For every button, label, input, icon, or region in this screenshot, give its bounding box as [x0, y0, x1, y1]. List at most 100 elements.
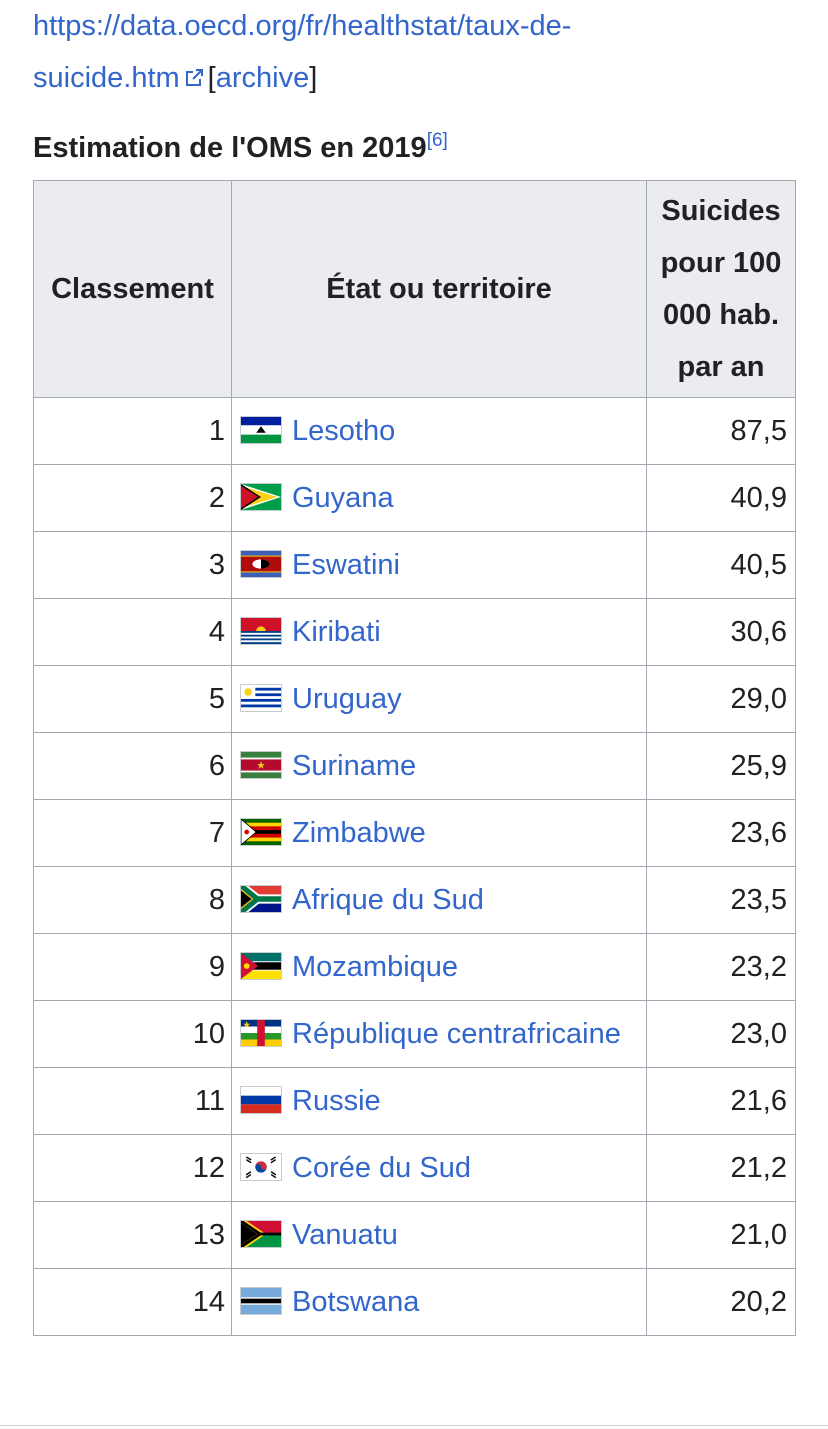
- rank-cell: 11: [33, 1067, 232, 1135]
- oecd-url-link[interactable]: https://data.oecd.org/fr/healthstat/taux…: [33, 10, 572, 42]
- rate-cell: 40,9: [646, 464, 796, 532]
- country-cell: République centrafricaine: [231, 1000, 647, 1068]
- country-link[interactable]: Mozambique: [292, 951, 459, 983]
- suriname-flag-icon[interactable]: [240, 751, 282, 780]
- rate-cell: 23,2: [646, 933, 796, 1001]
- table-row: 6 Suriname 25,9: [33, 732, 796, 800]
- country-cell: Eswatini: [231, 531, 647, 599]
- lesotho-flag-icon[interactable]: [240, 416, 282, 445]
- guyana-flag-icon[interactable]: [240, 483, 282, 512]
- country-link[interactable]: Botswana: [292, 1286, 420, 1318]
- rank-cell: 6: [33, 732, 232, 800]
- country-cell: Botswana: [231, 1268, 647, 1336]
- rank-cell: 4: [33, 598, 232, 666]
- country-link[interactable]: Guyana: [292, 482, 394, 514]
- country-link[interactable]: Vanuatu: [292, 1219, 398, 1251]
- page-bottom-divider: [0, 1425, 828, 1426]
- rate-cell: 29,0: [646, 665, 796, 733]
- country-link[interactable]: Kiribati: [292, 616, 381, 648]
- table-row: 10 République centrafricaine 23,0: [33, 1000, 796, 1068]
- south-korea-flag-icon[interactable]: [240, 1153, 282, 1182]
- country-link[interactable]: Afrique du Sud: [292, 884, 484, 916]
- country-cell: Suriname: [231, 732, 647, 800]
- country-link[interactable]: Lesotho: [292, 415, 396, 447]
- country-cell: Afrique du Sud: [231, 866, 647, 934]
- rank-cell: 7: [33, 799, 232, 867]
- botswana-flag-icon[interactable]: [240, 1287, 282, 1316]
- eswatini-flag-icon[interactable]: [240, 550, 282, 579]
- country-link[interactable]: Uruguay: [292, 683, 402, 715]
- rank-cell: 1: [33, 397, 232, 465]
- table-row: 14 Botswana 20,2: [33, 1268, 796, 1336]
- country-link[interactable]: Corée du Sud: [292, 1152, 471, 1184]
- oecd-url-link-continued[interactable]: suicide.htm: [33, 62, 180, 94]
- country-cell: Corée du Sud: [231, 1134, 647, 1202]
- rank-cell: 8: [33, 866, 232, 934]
- citation-link[interactable]: [6]: [426, 130, 448, 151]
- header-country[interactable]: État ou territoire: [231, 180, 647, 398]
- country-link[interactable]: République centrafricaine: [292, 1018, 621, 1050]
- country-cell: Vanuatu: [231, 1201, 647, 1269]
- table-row: 8 Afrique du Sud 23,5: [33, 866, 796, 934]
- suicide-rate-table: Classement État ou territoire Suicides p…: [33, 180, 796, 1336]
- header-rank[interactable]: Classement: [33, 180, 232, 398]
- external-link-icon: [184, 53, 204, 105]
- rank-cell: 3: [33, 531, 232, 599]
- reference-link-block: https://data.oecd.org/fr/healthstat/taux…: [33, 0, 571, 105]
- country-cell: Russie: [231, 1067, 647, 1135]
- country-cell: Mozambique: [231, 933, 647, 1001]
- vanuatu-flag-icon[interactable]: [240, 1220, 282, 1249]
- table-caption: Estimation de l'OMS en 2019[6]: [33, 130, 448, 165]
- rate-cell: 20,2: [646, 1268, 796, 1336]
- rate-cell: 23,5: [646, 866, 796, 934]
- mozambique-flag-icon[interactable]: [240, 952, 282, 981]
- country-cell: Zimbabwe: [231, 799, 647, 867]
- russia-flag-icon[interactable]: [240, 1086, 282, 1115]
- rank-cell: 5: [33, 665, 232, 733]
- country-cell: Lesotho: [231, 397, 647, 465]
- rank-cell: 14: [33, 1268, 232, 1336]
- rank-cell: 10: [33, 1000, 232, 1068]
- rate-cell: 87,5: [646, 397, 796, 465]
- rate-cell: 23,0: [646, 1000, 796, 1068]
- table-row: 11 Russie 21,6: [33, 1067, 796, 1135]
- table-row: 13 Vanuatu 21,0: [33, 1201, 796, 1269]
- table-row: 2 Guyana 40,9: [33, 464, 796, 532]
- table-row: 3 Eswatini 40,5: [33, 531, 796, 599]
- country-link[interactable]: Zimbabwe: [292, 817, 426, 849]
- country-link[interactable]: Russie: [292, 1085, 381, 1117]
- country-link[interactable]: Eswatini: [292, 549, 400, 581]
- table-row: 1 Lesotho 87,5: [33, 397, 796, 465]
- archive-bracket-close: ]: [309, 62, 318, 94]
- zimbabwe-flag-icon[interactable]: [240, 818, 282, 847]
- archive-link[interactable]: archive: [215, 62, 310, 94]
- table-row: 7 Zimbabwe 23,6: [33, 799, 796, 867]
- rank-cell: 12: [33, 1134, 232, 1202]
- country-cell: Guyana: [231, 464, 647, 532]
- country-link[interactable]: Suriname: [292, 750, 417, 782]
- rank-cell: 2: [33, 464, 232, 532]
- uruguay-flag-icon[interactable]: [240, 684, 282, 713]
- rate-cell: 21,2: [646, 1134, 796, 1202]
- kiribati-flag-icon[interactable]: [240, 617, 282, 646]
- archive-bracket-open: [: [207, 62, 216, 94]
- rate-cell: 40,5: [646, 531, 796, 599]
- table-row: 4 Kiribati 30,6: [33, 598, 796, 666]
- rate-cell: 21,0: [646, 1201, 796, 1269]
- table-header-row: Classement État ou territoire Suicides p…: [33, 180, 796, 398]
- rate-cell: 25,9: [646, 732, 796, 800]
- caption-title: Estimation de l'OMS en 2019: [33, 132, 427, 164]
- country-cell: Kiribati: [231, 598, 647, 666]
- rate-cell: 30,6: [646, 598, 796, 666]
- south-africa-flag-icon[interactable]: [240, 885, 282, 914]
- rate-cell: 23,6: [646, 799, 796, 867]
- country-cell: Uruguay: [231, 665, 647, 733]
- rank-cell: 13: [33, 1201, 232, 1269]
- table-row: 5 Uruguay 29,0: [33, 665, 796, 733]
- central-african-republic-flag-icon[interactable]: [240, 1019, 282, 1048]
- rate-cell: 21,6: [646, 1067, 796, 1135]
- header-rate[interactable]: Suicides pour 100 000 hab. par an: [646, 180, 796, 398]
- rank-cell: 9: [33, 933, 232, 1001]
- table-row: 9 Mozambique 23,2: [33, 933, 796, 1001]
- table-row: 12 Corée du Sud 21,2: [33, 1134, 796, 1202]
